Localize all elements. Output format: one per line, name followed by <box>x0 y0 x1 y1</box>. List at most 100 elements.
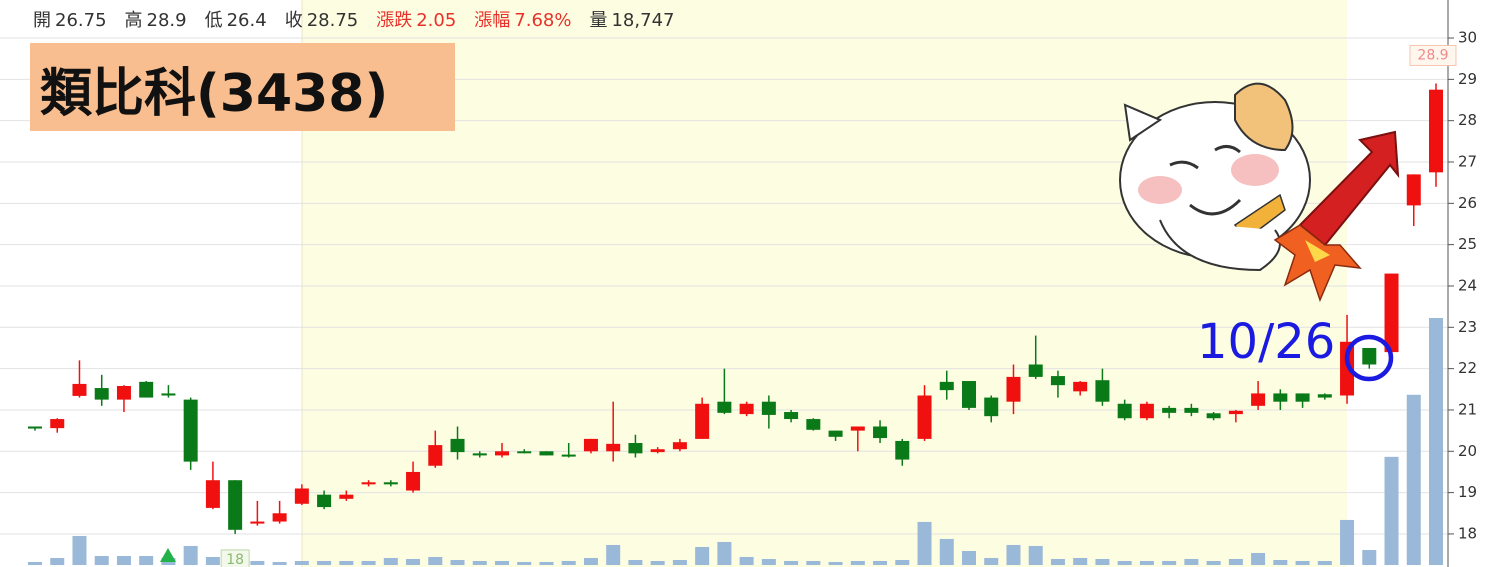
volume-bar <box>339 560 354 565</box>
volume-bar <box>116 555 131 565</box>
volume-bar <box>784 560 799 565</box>
volume-bar <box>628 559 643 565</box>
volume-bar <box>205 556 220 565</box>
quote-value: 18,747 <box>611 10 675 31</box>
candle-body <box>139 381 154 398</box>
y-tick-label: 30 <box>1458 29 1477 47</box>
candle-body <box>1050 376 1065 386</box>
candle-body <box>1429 89 1443 173</box>
candle-body <box>583 438 598 452</box>
candle-body <box>28 426 42 429</box>
candle-body <box>361 482 376 485</box>
candle-body <box>695 403 710 439</box>
volume-bar <box>917 521 932 565</box>
candle-body <box>1362 347 1377 365</box>
highlight-region <box>302 0 1347 567</box>
volume-bar <box>962 550 976 565</box>
volume-bar <box>1384 456 1399 565</box>
extreme-labels: 28.9 18 <box>220 44 1457 567</box>
y-tick-label: 26 <box>1458 194 1477 212</box>
candle-body <box>495 451 509 456</box>
y-tick-label: 20 <box>1458 442 1477 460</box>
quote-header: 開 26.75 高 28.9 低 26.4 收 28.75 漲跌 2.05 漲幅 7.68% 量 18,7… <box>33 6 678 32</box>
candle-body <box>895 440 910 460</box>
candle-layer <box>28 83 1443 534</box>
volume-bar <box>650 560 665 565</box>
candle-body <box>428 445 443 466</box>
volume-bar <box>583 557 598 565</box>
volume-bar <box>806 560 821 565</box>
candle-body <box>406 471 421 491</box>
candle-body <box>672 442 687 450</box>
volume-bar <box>406 558 421 565</box>
candle-body <box>784 412 799 420</box>
low-label-box <box>220 549 250 567</box>
volume-bar <box>1073 557 1088 565</box>
volume-bar <box>1028 545 1043 565</box>
quote-label: 漲跌 <box>376 10 413 31</box>
candle-body <box>517 451 532 454</box>
y-tick-label: 21 <box>1458 400 1477 418</box>
candle-body <box>1228 410 1243 415</box>
volume-bar <box>317 560 332 565</box>
quote-label: 低 <box>204 10 223 31</box>
volume-bar <box>428 556 443 565</box>
volume-bar <box>1184 558 1199 565</box>
quote-label: 高 <box>124 10 143 31</box>
volume-bar <box>695 546 710 565</box>
candle-body <box>873 426 888 439</box>
annotation: 10/26 <box>1197 314 1335 370</box>
high-label: 28.9 <box>1417 47 1448 63</box>
candle-body <box>1162 407 1177 413</box>
candle-body <box>383 482 398 485</box>
candle-body <box>1384 273 1399 353</box>
y-tick-label: 23 <box>1458 318 1477 336</box>
signal-marker <box>160 548 176 562</box>
quote-item: 收 28.75 <box>285 6 363 32</box>
high-label-box <box>1409 44 1457 66</box>
volume-bar <box>1117 560 1132 565</box>
y-tick-label: 28 <box>1458 111 1477 129</box>
volume-bar <box>761 558 776 565</box>
candle-body <box>561 454 576 457</box>
volume-bar <box>1362 549 1377 565</box>
quote-label: 開 <box>33 10 51 31</box>
volume-bar <box>294 560 309 565</box>
volume-bar <box>1050 558 1065 565</box>
quote-item: 量 18,747 <box>589 6 678 32</box>
candle-body <box>228 480 243 530</box>
candle-body <box>317 494 332 508</box>
volume-bar <box>539 561 554 565</box>
candle-body <box>1273 393 1288 402</box>
volume-bar <box>1228 558 1243 565</box>
volume-bar <box>1162 560 1177 565</box>
y-tick-label: 25 <box>1458 235 1477 253</box>
volume-bar <box>561 560 576 565</box>
volume-bar <box>1273 559 1288 565</box>
volume-bar <box>1429 318 1443 565</box>
volume-bar <box>717 541 732 565</box>
candle-body <box>628 443 643 454</box>
candle-body <box>205 480 220 508</box>
candle-body <box>1340 341 1355 396</box>
candle-body <box>250 521 265 524</box>
quote-value: 28.9 <box>146 10 187 31</box>
candle-body <box>717 401 732 413</box>
volume-bar <box>1317 560 1332 565</box>
candle-body <box>917 395 932 439</box>
volume-bar <box>472 560 487 565</box>
candle-body <box>539 451 554 456</box>
volume-bar <box>1295 560 1310 565</box>
quote-item: 漲幅 7.68% <box>474 6 575 32</box>
candle-body <box>806 419 821 430</box>
candle-body <box>828 430 843 437</box>
candle-body <box>472 453 487 456</box>
volume-bar <box>939 538 954 565</box>
candle-body <box>1406 174 1421 206</box>
y-tick-label: 22 <box>1458 359 1477 377</box>
quote-value: 26.75 <box>55 10 107 31</box>
candle-body <box>1317 394 1332 398</box>
quote-item: 開 26.75 <box>33 6 111 32</box>
volume-bar <box>1406 394 1421 565</box>
volume-bar <box>1206 560 1221 565</box>
